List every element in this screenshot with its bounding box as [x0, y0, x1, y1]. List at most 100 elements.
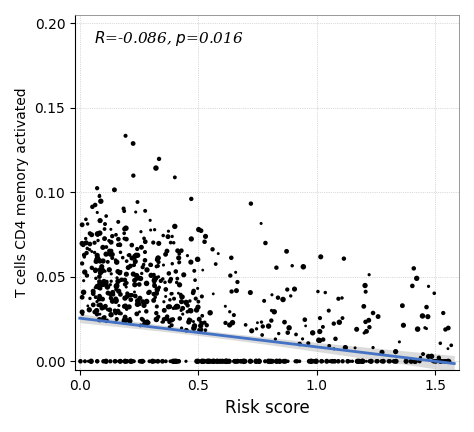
Point: [186, 307, 193, 314]
Point: [378, 358, 386, 365]
Point: [137, 228, 145, 235]
Point: [223, 358, 231, 365]
Point: [292, 331, 300, 338]
Point: [408, 358, 415, 365]
Point: [191, 267, 198, 274]
Point: [287, 292, 294, 299]
Point: [100, 267, 107, 274]
Point: [106, 251, 114, 258]
Point: [140, 261, 147, 268]
Point: [101, 235, 109, 242]
Point: [241, 358, 249, 365]
Point: [226, 308, 234, 315]
Text: $R$=-0.086, $p$=0.016: $R$=-0.086, $p$=0.016: [94, 29, 244, 48]
Point: [336, 319, 343, 326]
Point: [238, 358, 246, 365]
Point: [197, 227, 205, 234]
Point: [162, 251, 169, 258]
Point: [82, 216, 90, 223]
Point: [164, 233, 172, 240]
Point: [169, 316, 177, 323]
Point: [204, 358, 212, 365]
Point: [328, 358, 335, 365]
Point: [130, 358, 138, 365]
Point: [159, 276, 166, 283]
Point: [122, 132, 129, 139]
Point: [173, 303, 181, 310]
Point: [255, 358, 263, 365]
Point: [302, 322, 310, 329]
Point: [106, 266, 113, 273]
Point: [194, 285, 201, 292]
Point: [199, 267, 207, 273]
Point: [308, 358, 315, 365]
Point: [211, 358, 219, 365]
Point: [273, 264, 280, 271]
Point: [96, 295, 103, 302]
Point: [246, 289, 254, 296]
Point: [112, 310, 119, 317]
Point: [106, 292, 114, 299]
Point: [149, 239, 157, 246]
Point: [359, 358, 367, 365]
Point: [328, 358, 335, 365]
Point: [154, 256, 161, 263]
Point: [88, 231, 95, 238]
Point: [155, 259, 162, 266]
Point: [188, 195, 195, 202]
Point: [162, 286, 170, 293]
Point: [362, 288, 369, 295]
Point: [178, 293, 185, 300]
Point: [411, 358, 419, 365]
Point: [326, 343, 333, 349]
Point: [114, 268, 122, 275]
Point: [131, 289, 138, 295]
Point: [154, 263, 162, 270]
Point: [265, 358, 273, 365]
Point: [115, 288, 122, 295]
Point: [143, 280, 150, 287]
Point: [120, 205, 128, 212]
Point: [161, 307, 168, 314]
Point: [129, 270, 137, 277]
Point: [154, 358, 162, 365]
Point: [117, 249, 124, 256]
Point: [157, 277, 164, 284]
Point: [84, 302, 91, 309]
Point: [149, 358, 156, 365]
Point: [194, 256, 201, 263]
Point: [92, 258, 100, 265]
Point: [80, 289, 87, 296]
Point: [131, 258, 139, 265]
Point: [111, 309, 118, 316]
Point: [102, 358, 110, 365]
Point: [126, 303, 133, 310]
Point: [447, 342, 455, 349]
Point: [172, 268, 180, 275]
Point: [273, 358, 281, 365]
Point: [316, 337, 324, 344]
Point: [187, 317, 194, 324]
Point: [107, 295, 115, 302]
Point: [268, 358, 276, 365]
Point: [130, 262, 138, 269]
Point: [120, 315, 128, 322]
Point: [91, 249, 99, 256]
Point: [107, 281, 114, 288]
Point: [136, 295, 144, 302]
Point: [96, 192, 103, 199]
Point: [175, 250, 183, 257]
Point: [353, 326, 360, 333]
Point: [179, 311, 186, 318]
Point: [103, 318, 110, 324]
Point: [107, 226, 115, 233]
Point: [143, 298, 150, 305]
Point: [309, 329, 317, 336]
Point: [319, 324, 327, 330]
Point: [174, 247, 182, 254]
Point: [121, 295, 129, 302]
Point: [78, 260, 86, 267]
Point: [100, 314, 108, 321]
Point: [172, 358, 180, 365]
Point: [206, 358, 213, 365]
